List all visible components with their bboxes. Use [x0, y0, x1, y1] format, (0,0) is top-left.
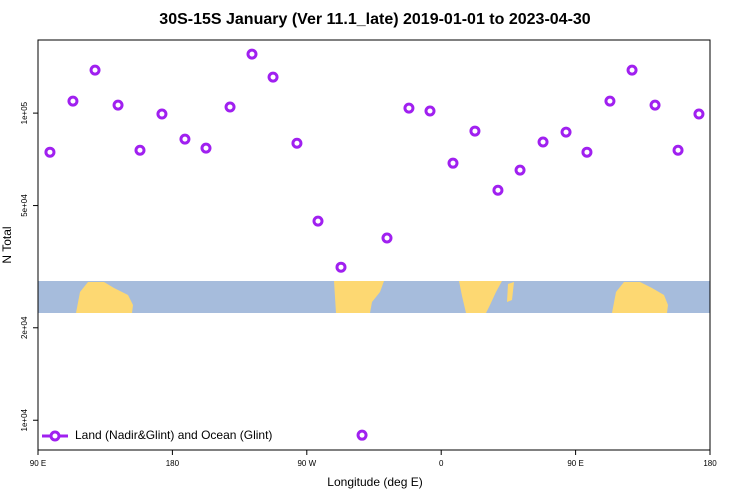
- point: [89, 64, 101, 76]
- point: [604, 95, 616, 107]
- y-tick-label: 5e+04: [20, 194, 29, 217]
- point: [447, 157, 459, 169]
- point: [246, 48, 258, 60]
- point: [156, 108, 168, 120]
- point: [693, 108, 705, 120]
- point: [424, 105, 436, 117]
- point: [649, 99, 661, 111]
- point: [672, 144, 684, 156]
- point: [112, 99, 124, 111]
- point: [44, 146, 56, 158]
- y-tick-label: 1e+04: [20, 408, 29, 431]
- x-tick-label: 0: [439, 459, 444, 468]
- x-tick-label: 90 E: [567, 459, 583, 468]
- point: [356, 429, 368, 441]
- point: [537, 136, 549, 148]
- point: [200, 142, 212, 154]
- x-tick-label: 180: [166, 459, 180, 468]
- x-tick-label: 90 E: [30, 459, 46, 468]
- x-tick-label: 180: [703, 459, 717, 468]
- x-tick-label: 90 W: [297, 459, 316, 468]
- point: [312, 215, 324, 227]
- legend-marker: [49, 430, 61, 442]
- chart-title: 30S-15S January (Ver 11.1_late) 2019-01-…: [159, 11, 590, 28]
- point: [381, 232, 393, 244]
- point: [335, 261, 347, 273]
- y-tick-label: 2e+04: [20, 316, 29, 339]
- legend-label: Land (Nadir&Glint) and Ocean (Glint): [75, 428, 272, 442]
- x-axis-label: Longitude (deg E): [327, 475, 422, 489]
- y-tick-label: 1e+05: [20, 101, 29, 124]
- plot-frame: [37, 39, 711, 451]
- point: [67, 95, 79, 107]
- point: [134, 144, 146, 156]
- point: [492, 184, 504, 196]
- point: [469, 125, 481, 137]
- point: [581, 146, 593, 158]
- point: [403, 102, 415, 114]
- point: [179, 133, 191, 145]
- point: [560, 126, 572, 138]
- point: [626, 64, 638, 76]
- point: [514, 164, 526, 176]
- point: [224, 101, 236, 113]
- map-strip: [38, 281, 710, 313]
- point: [291, 137, 303, 149]
- y-axis-label: N Total: [0, 226, 14, 263]
- point: [267, 71, 279, 83]
